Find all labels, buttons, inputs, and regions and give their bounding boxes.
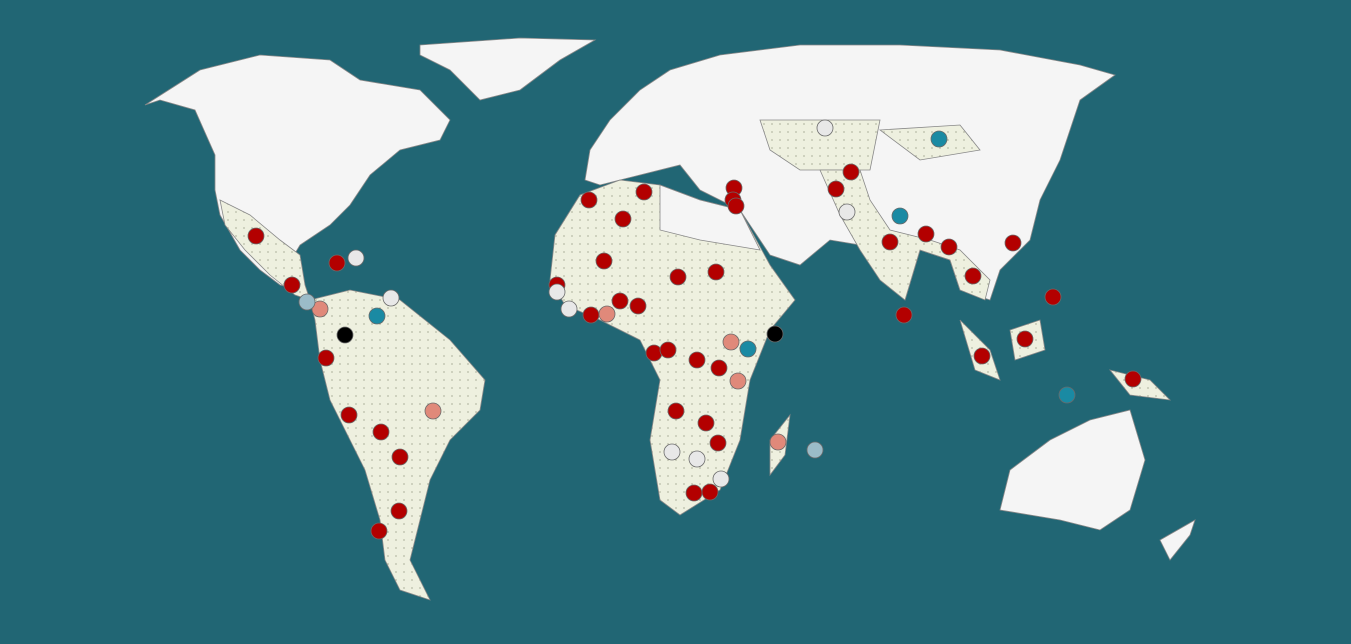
location-marker[interactable] [328,254,346,272]
location-marker[interactable] [769,433,787,451]
location-marker[interactable] [317,349,335,367]
location-marker[interactable] [580,191,598,209]
location-marker[interactable] [709,434,727,452]
location-marker[interactable] [917,225,935,243]
australia [999,409,1146,531]
location-marker[interactable] [247,227,265,245]
location-marker[interactable] [663,443,681,461]
location-marker[interactable] [311,300,329,318]
location-marker[interactable] [827,180,845,198]
location-marker[interactable] [645,344,663,362]
location-marker[interactable] [729,372,747,390]
location-marker[interactable] [298,293,316,311]
location-marker[interactable] [1004,234,1022,252]
location-marker[interactable] [806,441,824,459]
new-zealand [1159,519,1196,561]
location-marker[interactable] [766,325,784,343]
location-marker[interactable] [973,347,991,365]
location-marker[interactable] [659,341,677,359]
location-marker[interactable] [739,340,757,358]
location-marker[interactable] [964,267,982,285]
location-marker[interactable] [727,197,745,215]
location-marker[interactable] [390,502,408,520]
location-marker[interactable] [336,326,354,344]
location-marker[interactable] [701,483,719,501]
location-marker[interactable] [370,522,388,540]
location-marker[interactable] [895,306,913,324]
south-america [309,289,486,601]
location-marker[interactable] [340,406,358,424]
location-marker[interactable] [548,283,566,301]
location-marker[interactable] [614,210,632,228]
location-marker[interactable] [712,470,730,488]
location-marker[interactable] [697,414,715,432]
location-marker[interactable] [1044,288,1062,306]
location-marker[interactable] [382,289,400,307]
south-asia [819,169,991,301]
location-marker[interactable] [635,183,653,201]
north-america [144,54,451,291]
location-marker[interactable] [611,292,629,310]
location-marker[interactable] [838,203,856,221]
location-marker[interactable] [368,307,386,325]
mongolia [878,124,981,161]
location-marker[interactable] [722,333,740,351]
location-marker[interactable] [372,423,390,441]
location-marker[interactable] [1058,386,1076,404]
location-marker[interactable] [347,249,365,267]
location-marker[interactable] [1124,370,1142,388]
greenland [419,37,597,101]
location-marker[interactable] [930,130,948,148]
location-marker[interactable] [881,233,899,251]
location-marker[interactable] [424,402,442,420]
location-marker[interactable] [598,305,616,323]
location-marker[interactable] [595,252,613,270]
location-marker[interactable] [891,207,909,225]
location-marker[interactable] [707,263,725,281]
location-marker[interactable] [283,276,301,294]
location-marker[interactable] [1016,330,1034,348]
north-africa [659,184,761,251]
location-marker[interactable] [710,359,728,377]
location-marker[interactable] [940,238,958,256]
location-marker[interactable] [667,402,685,420]
location-marker[interactable] [560,300,578,318]
location-marker[interactable] [629,297,647,315]
location-marker[interactable] [688,351,706,369]
markers [247,119,1142,540]
location-marker[interactable] [669,268,687,286]
location-marker[interactable] [582,306,600,324]
location-marker[interactable] [391,448,409,466]
location-marker[interactable] [685,484,703,502]
location-marker[interactable] [688,450,706,468]
location-marker[interactable] [816,119,834,137]
location-marker[interactable] [842,163,860,181]
